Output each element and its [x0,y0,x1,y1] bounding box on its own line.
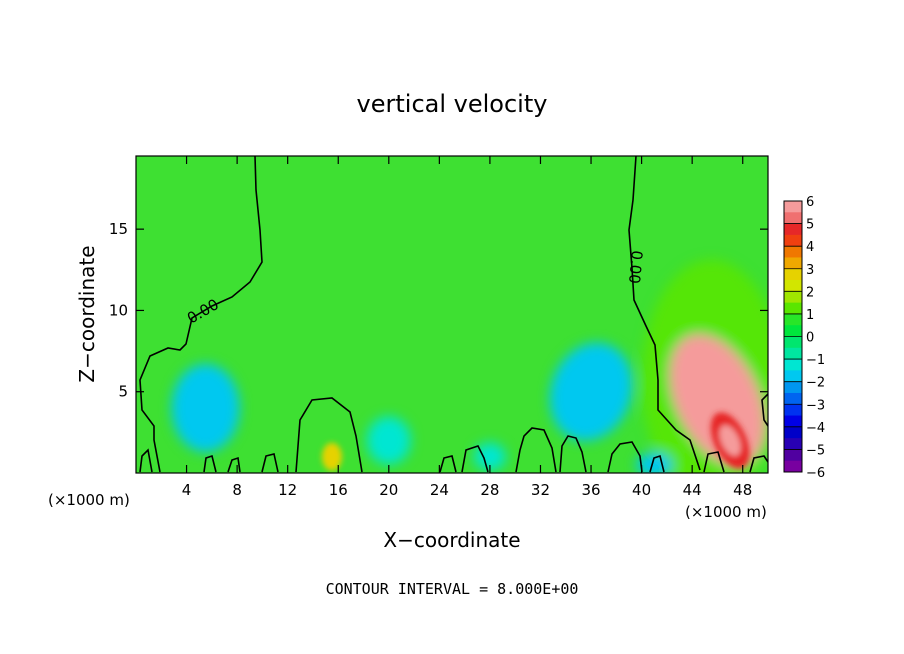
y-tick-label: 5 [118,383,128,401]
contour-bump-3 [559,435,587,473]
x-tick-label: 20 [379,481,398,499]
y-tick-label: 10 [109,301,128,319]
contour-bump-10 [461,445,489,473]
colorbar-tick-label: 1 [806,308,814,323]
x-tick-label: 4 [182,481,192,499]
colorbar-tick-label: −5 [806,443,825,458]
colorbar-tick-label: −1 [806,353,825,368]
x-axis-label: X−coordinate [383,528,520,552]
colorbar-tick-label: 3 [806,263,814,278]
colorbar-swatch [784,201,802,213]
field-feature [473,442,506,471]
colorbar-swatch [784,325,802,337]
colorbar-swatch [784,381,802,394]
colorbar-swatch [784,426,802,439]
contour-bump-6 [203,454,217,473]
colorbar-swatch [784,280,802,292]
field-feature-core [719,425,741,456]
field-feature [321,442,342,471]
x-tick-label: 16 [329,481,348,499]
zero-contours [139,156,768,473]
plot-frame [135,155,769,474]
x-tick-label: 12 [278,481,297,499]
colorbar-swatch [784,460,802,473]
colorbar-swatch [784,313,802,326]
contour-left [139,156,263,473]
colorbar-swatch [784,234,802,247]
x-tick-label: 32 [531,481,550,499]
x-axis: 4 8 12 16 20 24 28 32 36 40 44 48 [182,156,752,499]
colorbar-tick-label: 2 [806,285,814,300]
plot-area: 0.00 0.00 [136,156,768,473]
colorbar-tick-label: −4 [806,421,825,436]
contour-bump-12 [703,451,725,473]
colorbar-swatch [784,370,802,383]
field-feature [171,363,240,452]
chart-title: vertical velocity [357,90,548,118]
velocity-field-detail [321,412,750,471]
colorbar-swatch [784,347,802,360]
colorbar-swatch [784,268,802,281]
x-tick-label: 36 [581,481,600,499]
field-feature [366,416,411,465]
contour-bump-8 [261,453,279,473]
velocity-field [171,259,768,473]
colorbar-swatch [784,438,802,450]
contour-bump-1 [295,397,363,473]
contour-bump-2 [515,427,557,473]
contour-bump-9 [439,455,457,473]
colorbar-swatch [784,291,802,304]
colorbar-swatch [784,302,802,315]
colorbar-tick-label: 4 [806,240,814,255]
colorbar-swatch [784,404,802,417]
x-tick-label: 8 [232,481,242,499]
colorbar-swatch [784,392,802,405]
colorbar: 6 5 4 3 2 1 0 −1 −2 −3 −4 −5 −6 [783,195,825,481]
x-unit-right: (×1000 m) [685,503,767,521]
colorbar-tick-label: 5 [806,218,814,233]
colorbar-tick-label: 0 [806,331,814,346]
colorbar-swatch [784,415,802,428]
colorbar-swatch [784,246,802,258]
contour-bump-13 [749,455,768,473]
contour-bump-7 [227,456,241,473]
x-tick-label: 44 [683,481,702,499]
y-axis: 5 10 15 [109,220,768,401]
contour-label-right: 0.00 [625,250,646,285]
x-unit-left: (×1000 m) [48,491,130,509]
colorbar-swatch [784,359,802,371]
y-tick-label: 15 [109,220,128,238]
contour-bump-4 [607,441,643,473]
contour-edge-right [761,393,768,427]
colorbar-swatch [784,257,802,270]
contour-bump-5 [139,448,153,473]
contour-bump-11 [649,454,665,473]
colorbar-tick-label: 6 [806,195,814,210]
y-axis-label: Z−coordinate [75,245,99,382]
contour-interval-note: CONTOUR INTERVAL = 8.000E+00 [326,580,579,598]
colorbar-swatch [784,336,802,349]
contour-right [628,156,701,471]
colorbar-tick-label: −2 [806,376,825,391]
colorbar-tick-label: −6 [806,466,825,481]
colorbar-swatch [784,449,802,462]
field-feature [549,342,633,441]
x-tick-label: 28 [480,481,499,499]
colorbar-swatch [784,223,802,236]
colorbar-swatch [784,212,802,225]
colorbar-tick-label: −3 [806,398,825,413]
x-tick-label: 40 [632,481,651,499]
x-tick-label: 48 [733,481,752,499]
x-tick-label: 24 [430,481,449,499]
